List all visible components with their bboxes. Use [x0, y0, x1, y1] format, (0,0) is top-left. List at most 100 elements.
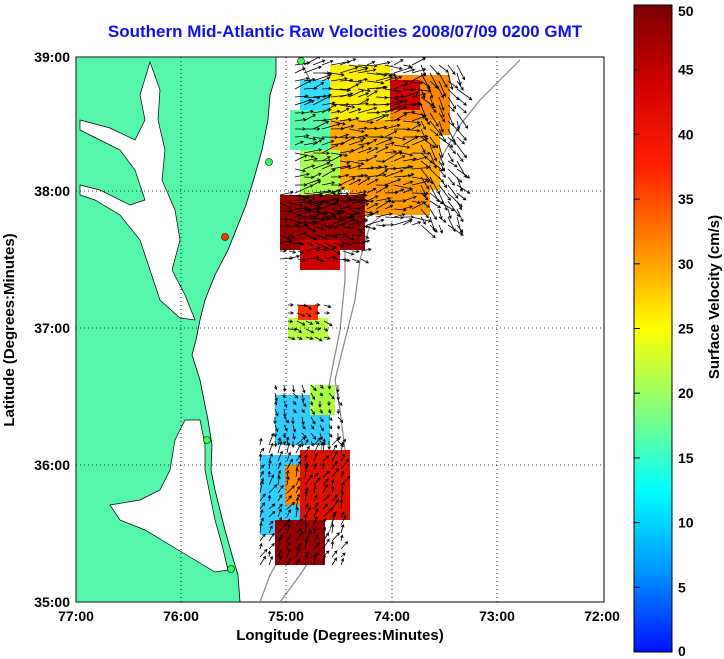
x-axis-label: Longitude (Degrees:Minutes) — [236, 627, 444, 644]
current-vector — [321, 140, 335, 146]
current-vector — [366, 80, 385, 85]
current-vector — [315, 258, 325, 263]
current-vector — [348, 164, 362, 170]
current-vector — [447, 128, 456, 143]
current-vector — [384, 169, 404, 178]
current-vector — [295, 460, 302, 470]
current-vector — [339, 117, 352, 122]
current-vector — [360, 247, 372, 252]
current-vector — [348, 67, 369, 74]
current-vector — [259, 502, 266, 510]
current-vector — [429, 224, 438, 233]
current-vector — [342, 198, 357, 204]
current-vector — [339, 66, 359, 74]
current-vector — [384, 105, 402, 114]
current-vector — [342, 242, 352, 246]
current-vector — [351, 194, 365, 200]
current-vector — [375, 114, 390, 122]
current-vector — [393, 213, 406, 218]
colorbar-tick-label: 10 — [678, 515, 694, 531]
current-vector — [339, 177, 356, 186]
current-vector — [315, 192, 323, 196]
current-vector — [331, 499, 339, 510]
current-vector — [348, 108, 362, 114]
current-vector — [259, 470, 264, 478]
current-vector — [438, 216, 447, 223]
current-vector — [340, 557, 345, 566]
current-vector — [312, 59, 326, 66]
current-vector — [324, 247, 336, 252]
current-vector — [286, 509, 292, 518]
current-vector — [357, 177, 371, 186]
current-vector — [456, 192, 467, 201]
current-vector — [303, 57, 321, 66]
current-vector — [306, 256, 320, 260]
current-vector — [339, 160, 351, 164]
current-vector — [384, 215, 404, 220]
current-vector — [273, 416, 277, 425]
current-vector — [420, 128, 426, 140]
current-vector — [321, 200, 340, 210]
current-vector — [321, 163, 334, 170]
current-vector — [357, 64, 378, 68]
current-vector — [277, 503, 283, 510]
current-vector — [384, 178, 402, 186]
current-vector — [313, 463, 317, 470]
current-vector — [402, 68, 416, 74]
current-vector — [313, 485, 317, 494]
current-vector — [321, 60, 334, 66]
current-vector — [323, 311, 331, 315]
current-vector — [342, 216, 352, 220]
current-vector — [267, 494, 272, 502]
current-vector — [279, 217, 289, 222]
current-vector — [304, 464, 309, 478]
current-vector — [324, 234, 339, 239]
current-vector — [303, 164, 316, 170]
current-vector — [319, 392, 324, 397]
current-vector — [331, 485, 335, 494]
current-vector — [297, 215, 307, 220]
current-vector — [331, 494, 339, 502]
current-vector — [447, 144, 457, 155]
current-vector — [420, 160, 432, 169]
current-vector — [375, 159, 386, 164]
current-vector — [447, 96, 457, 110]
current-vector — [315, 199, 329, 204]
current-vector — [384, 150, 403, 162]
current-vector — [288, 250, 297, 254]
current-vector — [310, 392, 316, 401]
current-vector — [322, 526, 326, 534]
x-tick-label: 72:00 — [584, 608, 620, 624]
current-vector — [411, 221, 422, 226]
current-vector — [304, 474, 313, 486]
current-vector — [438, 112, 446, 123]
current-vector — [447, 136, 457, 146]
current-vector — [309, 400, 314, 406]
current-vector — [322, 441, 326, 454]
current-vector — [304, 530, 312, 542]
colorbar-label: Surface Velocity (cm/s) — [706, 215, 723, 379]
current-vector — [273, 384, 278, 391]
current-vector — [312, 120, 330, 130]
current-vector — [447, 160, 458, 168]
current-vector — [456, 136, 465, 145]
current-vector — [323, 328, 329, 332]
current-vector — [366, 102, 377, 107]
current-vector — [283, 416, 290, 424]
current-vector — [342, 250, 355, 256]
current-vector — [456, 224, 464, 233]
current-vector — [286, 451, 292, 462]
current-vector — [315, 247, 329, 252]
current-vector — [411, 176, 430, 182]
current-vector — [306, 226, 317, 232]
current-vector — [393, 113, 408, 122]
current-vector — [393, 144, 411, 149]
current-vector — [366, 138, 378, 146]
current-vector — [331, 444, 337, 454]
current-vector — [366, 60, 376, 66]
current-vector — [393, 136, 407, 141]
current-vector — [310, 416, 316, 425]
current-vector — [277, 461, 282, 470]
current-vector — [277, 440, 283, 454]
current-vector — [411, 137, 429, 146]
